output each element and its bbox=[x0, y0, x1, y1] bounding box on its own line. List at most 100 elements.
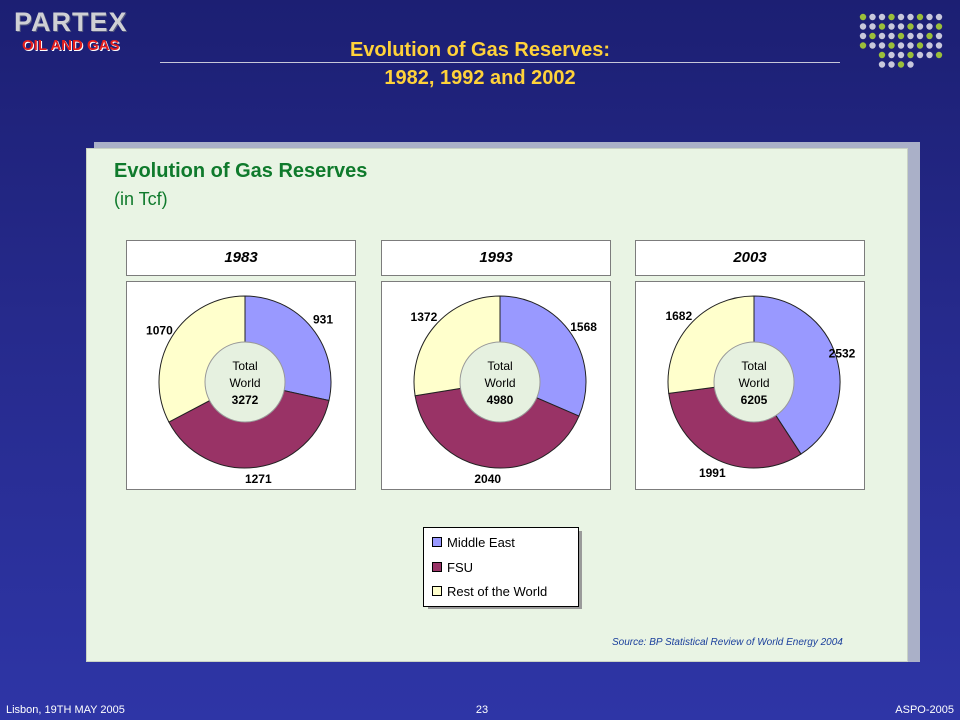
pie-slice-fsu-1993 bbox=[414, 381, 580, 469]
decor-dot bbox=[878, 13, 886, 21]
decor-dot bbox=[897, 23, 905, 30]
decor-dot bbox=[869, 32, 876, 40]
decor-dot bbox=[926, 51, 933, 59]
legend-item-rest-of-world: Rest of the World bbox=[432, 584, 547, 600]
donut-hole bbox=[459, 341, 541, 423]
decor-dot bbox=[916, 42, 924, 49]
decor-dot bbox=[859, 23, 867, 30]
decor-dot bbox=[926, 42, 933, 49]
logo-name: PARTEX bbox=[14, 7, 128, 37]
donut-svg-1983: 931 1271 1070 Total World 3272 bbox=[146, 295, 333, 486]
decor-dot bbox=[878, 32, 886, 40]
decor-dot bbox=[897, 32, 905, 40]
value-label-fsu-1983: 1271 bbox=[245, 472, 272, 486]
center-total-label: Total bbox=[232, 359, 257, 373]
decor-dot bbox=[888, 61, 895, 68]
legend-label-fsu: FSU bbox=[447, 560, 473, 575]
legend-label-middle-east: Middle East bbox=[447, 535, 515, 550]
donut-chart-2003: 2532 1991 1682 Total World 6205 bbox=[635, 281, 865, 490]
slide-title-line1: Evolution of Gas Reserves: bbox=[349, 39, 611, 61]
decor-dot bbox=[916, 23, 924, 30]
decor-dot bbox=[878, 23, 886, 30]
value-label-rest-of-world-2003: 1682 bbox=[665, 309, 692, 323]
center-total-label: Total bbox=[487, 359, 512, 373]
decorative-dot-grid bbox=[859, 13, 943, 68]
center-total-value: 6205 bbox=[741, 393, 768, 407]
decor-dot bbox=[897, 61, 905, 68]
value-label-rest-of-world-1993: 1372 bbox=[411, 310, 438, 324]
donut-svg-1993: 1568 2040 1372 Total World 4980 bbox=[411, 295, 597, 486]
decor-dot bbox=[888, 32, 895, 40]
value-label-fsu-1993: 2040 bbox=[474, 472, 501, 486]
value-label-middle-east-1983: 931 bbox=[313, 312, 333, 326]
legend-item-fsu: FSU bbox=[432, 560, 473, 576]
decor-dot bbox=[897, 51, 905, 59]
decor-dot bbox=[935, 23, 943, 30]
pie-slice-fsu-1983 bbox=[168, 381, 330, 469]
decor-dot bbox=[888, 23, 895, 30]
decor-dot bbox=[859, 13, 867, 21]
slide-title-line2: 1982, 1992 and 2002 bbox=[384, 67, 576, 89]
decor-dot bbox=[869, 42, 876, 49]
footer-event: ASPO-2005 bbox=[895, 704, 954, 716]
decor-dot bbox=[888, 51, 895, 59]
year-label-1993: 1993 bbox=[381, 240, 611, 276]
decor-dot bbox=[907, 32, 914, 40]
legend-label-rest-of-world: Rest of the World bbox=[447, 584, 548, 599]
footer-page-number: 23 bbox=[475, 704, 489, 716]
center-total-value: 4980 bbox=[487, 393, 514, 407]
decor-dot bbox=[869, 23, 876, 30]
center-total-value: 3272 bbox=[232, 393, 259, 407]
decor-dot bbox=[907, 23, 914, 30]
legend: Middle East FSU Rest of the World bbox=[423, 527, 579, 607]
decor-dot bbox=[897, 42, 905, 49]
decor-dot bbox=[935, 13, 943, 21]
decor-dot bbox=[926, 23, 933, 30]
footer-location-date: Lisbon, 19TH MAY 2005 bbox=[6, 704, 125, 716]
decor-dot bbox=[907, 61, 914, 68]
decor-dot bbox=[888, 42, 895, 49]
decor-dot bbox=[916, 32, 924, 40]
decor-dot bbox=[935, 42, 943, 49]
year-label-2003: 2003 bbox=[635, 240, 865, 276]
decor-dot bbox=[878, 51, 886, 59]
legend-swatch-fsu bbox=[432, 562, 442, 572]
value-label-middle-east-1993: 1568 bbox=[570, 320, 597, 334]
partex-logo: PARTEX OIL AND GAS bbox=[14, 8, 128, 54]
chart-subtitle: (in Tcf) bbox=[114, 189, 168, 209]
source-note: Source: BP Statistical Review of World E… bbox=[612, 637, 843, 648]
decor-dot bbox=[935, 32, 943, 40]
value-label-fsu-2003: 1991 bbox=[699, 466, 726, 480]
center-total-label: World bbox=[738, 376, 769, 390]
center-total-label: Total bbox=[741, 359, 766, 373]
value-label-rest-of-world-1983: 1070 bbox=[146, 323, 173, 337]
legend-swatch-rest-of-world bbox=[432, 586, 442, 596]
logo-tagline: OIL AND GAS bbox=[22, 37, 120, 54]
decor-dot bbox=[916, 51, 924, 59]
decor-dot bbox=[888, 13, 895, 21]
donut-svg-2003: 2532 1991 1682 Total World 6205 bbox=[665, 295, 856, 480]
title-divider bbox=[160, 62, 840, 63]
decor-dot bbox=[916, 13, 924, 21]
donut-hole bbox=[713, 341, 795, 423]
decor-dot bbox=[897, 13, 905, 21]
donut-chart-1983: 931 1271 1070 Total World 3272 bbox=[126, 281, 356, 490]
decor-dot bbox=[926, 13, 933, 21]
donut-chart-1993: 1568 2040 1372 Total World 4980 bbox=[381, 281, 611, 490]
year-label-1983: 1983 bbox=[126, 240, 356, 276]
decor-dot bbox=[926, 32, 933, 40]
decor-dot bbox=[869, 13, 876, 21]
value-label-middle-east-2003: 2532 bbox=[829, 347, 856, 361]
decor-dot bbox=[859, 42, 867, 49]
chart-title: Evolution of Gas Reserves bbox=[114, 160, 368, 182]
decor-dot bbox=[907, 42, 914, 49]
legend-swatch-middle-east bbox=[432, 537, 442, 547]
decor-dot bbox=[907, 51, 914, 59]
decor-dot bbox=[878, 61, 886, 68]
center-total-label: World bbox=[484, 376, 515, 390]
decor-dot bbox=[907, 13, 914, 21]
decor-dot bbox=[859, 32, 867, 40]
decor-dot bbox=[935, 51, 943, 59]
donut-hole bbox=[204, 341, 286, 423]
legend-item-middle-east: Middle East bbox=[432, 535, 515, 551]
